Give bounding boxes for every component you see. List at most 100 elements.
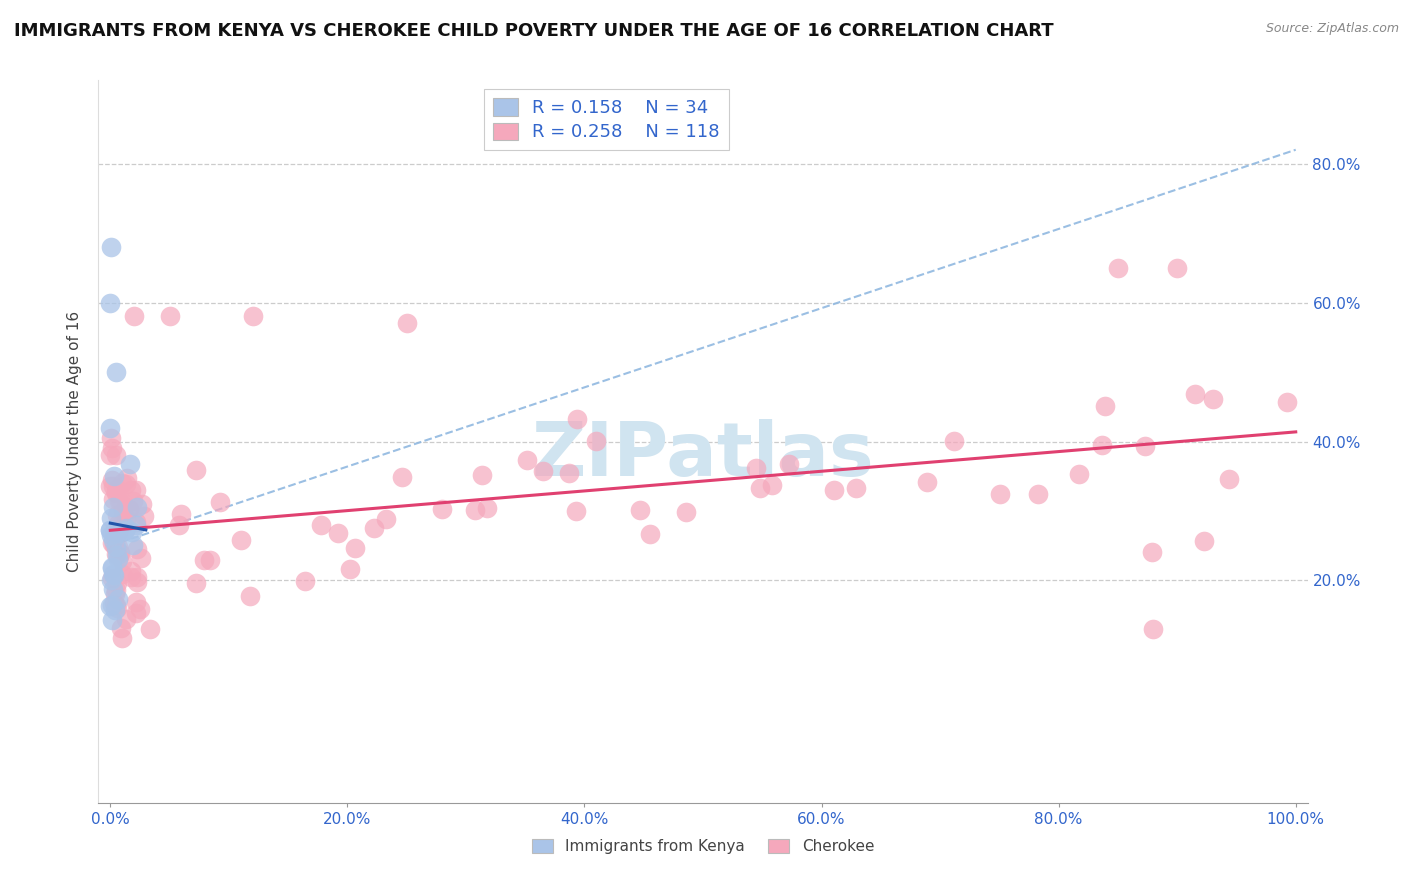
- Point: [100, 527, 122, 541]
- Text: IMMIGRANTS FROM KENYA VS CHEROKEE CHILD POVERTY UNDER THE AGE OF 16 CORRELATION : IMMIGRANTS FROM KENYA VS CHEROKEE CHILD …: [14, 22, 1053, 40]
- Point: [100, 479, 122, 493]
- Point: [1094, 399, 1116, 413]
- Point: [98, 523, 121, 537]
- Point: [516, 452, 538, 467]
- Point: [391, 470, 413, 484]
- Point: [122, 310, 145, 324]
- Point: [101, 561, 124, 575]
- Point: [101, 566, 124, 581]
- Point: [103, 582, 125, 596]
- Point: [101, 536, 124, 550]
- Point: [193, 553, 215, 567]
- Point: [122, 494, 145, 508]
- Point: [339, 562, 361, 576]
- Point: [1218, 472, 1240, 486]
- Point: [120, 570, 142, 584]
- Point: [585, 434, 607, 449]
- Point: [100, 598, 122, 612]
- Point: [1026, 486, 1049, 500]
- Point: [375, 512, 398, 526]
- Point: [124, 516, 146, 530]
- Point: [121, 524, 143, 539]
- Point: [104, 448, 127, 462]
- Point: [100, 523, 122, 537]
- Point: [640, 526, 662, 541]
- Point: [845, 482, 868, 496]
- Point: [107, 552, 129, 566]
- Point: [239, 590, 262, 604]
- Point: [125, 575, 148, 590]
- Point: [105, 548, 128, 562]
- Point: [103, 538, 125, 552]
- Legend: Immigrants from Kenya, Cherokee: Immigrants from Kenya, Cherokee: [526, 832, 880, 860]
- Point: [943, 434, 966, 449]
- Point: [103, 525, 125, 540]
- Point: [823, 483, 845, 497]
- Point: [114, 500, 136, 514]
- Point: [105, 540, 128, 554]
- Point: [111, 475, 134, 490]
- Point: [471, 467, 494, 482]
- Point: [98, 420, 121, 434]
- Point: [988, 487, 1011, 501]
- Point: [675, 505, 697, 519]
- Point: [107, 524, 129, 538]
- Point: [242, 310, 264, 324]
- Point: [105, 576, 128, 591]
- Point: [129, 602, 152, 616]
- Point: [778, 457, 800, 471]
- Point: [565, 504, 588, 518]
- Point: [103, 567, 125, 582]
- Point: [184, 575, 207, 590]
- Point: [98, 449, 121, 463]
- Point: [110, 546, 132, 560]
- Point: [475, 501, 498, 516]
- Point: [101, 613, 124, 627]
- Point: [110, 492, 132, 507]
- Point: [100, 431, 122, 445]
- Point: [107, 592, 129, 607]
- Point: [1142, 545, 1164, 559]
- Point: [104, 547, 127, 561]
- Point: [107, 516, 129, 531]
- Point: [198, 553, 221, 567]
- Point: [103, 596, 125, 610]
- Point: [100, 571, 122, 585]
- Point: [186, 463, 208, 477]
- Point: [131, 497, 153, 511]
- Point: [101, 500, 124, 514]
- Text: ZIPatlas: ZIPatlas: [531, 419, 875, 492]
- Point: [1166, 260, 1188, 275]
- Point: [125, 483, 148, 498]
- Point: [531, 464, 554, 478]
- Point: [134, 509, 156, 524]
- Point: [104, 583, 127, 598]
- Point: [101, 533, 124, 547]
- Point: [231, 533, 253, 547]
- Point: [107, 525, 129, 540]
- Point: [111, 631, 134, 645]
- Point: [104, 522, 127, 536]
- Point: [344, 541, 367, 555]
- Point: [112, 503, 135, 517]
- Point: [100, 511, 122, 525]
- Point: [749, 481, 772, 495]
- Point: [108, 494, 131, 508]
- Point: [100, 560, 122, 574]
- Point: [464, 503, 486, 517]
- Point: [628, 502, 651, 516]
- Point: [395, 317, 418, 331]
- Point: [111, 567, 134, 582]
- Point: [309, 518, 332, 533]
- Point: [98, 295, 121, 310]
- Point: [129, 551, 152, 566]
- Point: [114, 520, 136, 534]
- Point: [761, 478, 783, 492]
- Point: [121, 564, 143, 578]
- Point: [565, 411, 588, 425]
- Point: [110, 621, 132, 635]
- Point: [104, 587, 127, 601]
- Point: [100, 240, 122, 254]
- Point: [104, 603, 127, 617]
- Point: [125, 569, 148, 583]
